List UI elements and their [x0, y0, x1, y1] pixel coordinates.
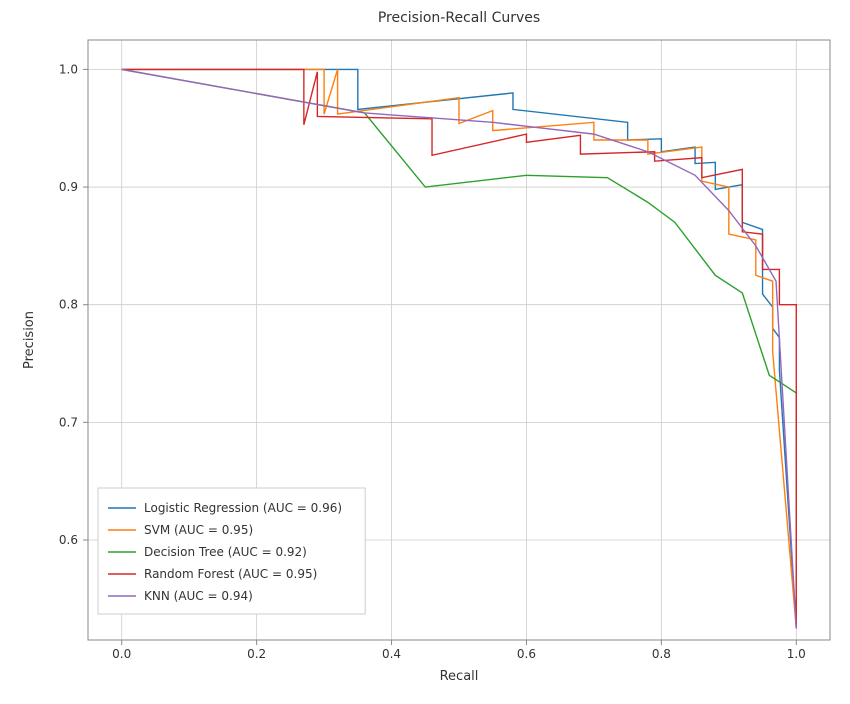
xtick-label: 0.0	[112, 647, 131, 661]
legend-label: SVM (AUC = 0.95)	[144, 523, 253, 537]
ytick-label: 0.9	[59, 180, 78, 194]
y-axis-label: Precision	[22, 311, 37, 369]
chart-container: 0.0 0.2 0.4 0.6 0.8 1.0 0.6 0.7 0.8 0.9 1.0 Recall P…	[0, 0, 850, 704]
ytick-label: 0.6	[59, 533, 78, 547]
xtick-label: 0.4	[382, 647, 401, 661]
legend-label: Decision Tree (AUC = 0.92)	[144, 545, 307, 559]
chart-title: Precision-Recall Curves	[378, 10, 540, 26]
ytick-label: 0.7	[59, 415, 78, 429]
legend-label: Logistic Regression (AUC = 0.96)	[144, 501, 342, 515]
x-axis-label: Recall	[440, 669, 479, 684]
ytick-label: 1.0	[59, 62, 78, 76]
xtick-label: 0.6	[517, 647, 536, 661]
xtick-label: 0.8	[652, 647, 671, 661]
xtick-label: 1.0	[787, 647, 806, 661]
ytick-label: 0.8	[59, 298, 78, 312]
legend-label: Random Forest (AUC = 0.95)	[144, 567, 317, 581]
legend-label: KNN (AUC = 0.94)	[144, 589, 253, 603]
pr-curve-chart: 0.0 0.2 0.4 0.6 0.8 1.0 0.6 0.7 0.8 0.9 1.0 Recall P…	[0, 0, 850, 704]
xtick-label: 0.2	[247, 647, 266, 661]
